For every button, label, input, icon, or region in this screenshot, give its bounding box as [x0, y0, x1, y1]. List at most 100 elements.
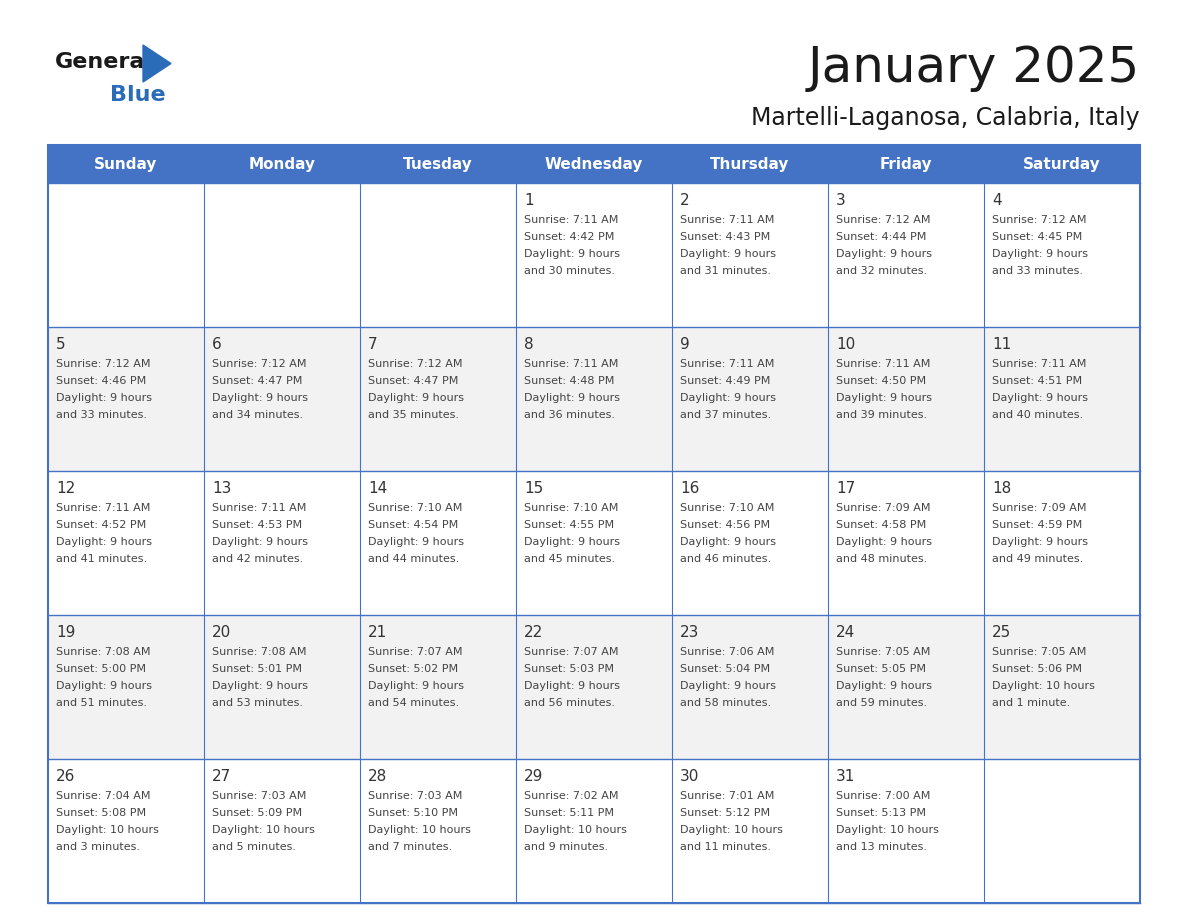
Text: Sunset: 4:53 PM: Sunset: 4:53 PM: [211, 520, 302, 530]
Text: and 51 minutes.: and 51 minutes.: [56, 698, 147, 708]
Text: Sunset: 4:46 PM: Sunset: 4:46 PM: [56, 376, 146, 386]
Bar: [828, 145, 984, 183]
Text: Daylight: 10 hours: Daylight: 10 hours: [211, 825, 315, 835]
Bar: [828, 759, 984, 903]
Bar: [48, 327, 204, 471]
Bar: [672, 471, 828, 615]
Text: Daylight: 9 hours: Daylight: 9 hours: [524, 249, 620, 259]
Text: Sunrise: 7:08 AM: Sunrise: 7:08 AM: [211, 647, 307, 657]
Text: Daylight: 9 hours: Daylight: 9 hours: [368, 681, 465, 691]
Bar: [672, 183, 828, 327]
Text: Sunset: 4:42 PM: Sunset: 4:42 PM: [524, 232, 614, 242]
Bar: [204, 759, 360, 903]
Bar: [360, 471, 516, 615]
Text: Sunset: 5:13 PM: Sunset: 5:13 PM: [836, 808, 925, 818]
Text: 23: 23: [680, 625, 700, 640]
Bar: [672, 759, 828, 903]
Text: and 49 minutes.: and 49 minutes.: [992, 554, 1083, 564]
Bar: [48, 759, 204, 903]
Text: Daylight: 9 hours: Daylight: 9 hours: [836, 393, 933, 403]
Text: Daylight: 9 hours: Daylight: 9 hours: [211, 681, 308, 691]
Text: 11: 11: [992, 337, 1011, 352]
Text: Daylight: 10 hours: Daylight: 10 hours: [368, 825, 470, 835]
Text: 29: 29: [524, 769, 543, 784]
Text: Sunrise: 7:11 AM: Sunrise: 7:11 AM: [56, 503, 151, 513]
Text: 12: 12: [56, 481, 75, 496]
Text: Sunrise: 7:10 AM: Sunrise: 7:10 AM: [368, 503, 462, 513]
Text: 21: 21: [368, 625, 387, 640]
Bar: [360, 327, 516, 471]
Bar: [360, 615, 516, 759]
Text: Daylight: 9 hours: Daylight: 9 hours: [56, 393, 152, 403]
Text: and 33 minutes.: and 33 minutes.: [56, 410, 147, 420]
Text: Sunrise: 7:12 AM: Sunrise: 7:12 AM: [368, 359, 462, 369]
Text: and 45 minutes.: and 45 minutes.: [524, 554, 615, 564]
Text: Sunset: 4:49 PM: Sunset: 4:49 PM: [680, 376, 770, 386]
Text: 7: 7: [368, 337, 378, 352]
Text: 15: 15: [524, 481, 543, 496]
Text: Sunrise: 7:11 AM: Sunrise: 7:11 AM: [992, 359, 1086, 369]
Bar: [984, 327, 1140, 471]
Bar: [48, 615, 204, 759]
Text: 30: 30: [680, 769, 700, 784]
Text: Daylight: 10 hours: Daylight: 10 hours: [836, 825, 939, 835]
Text: and 34 minutes.: and 34 minutes.: [211, 410, 303, 420]
Text: Sunset: 4:52 PM: Sunset: 4:52 PM: [56, 520, 146, 530]
Bar: [48, 471, 204, 615]
Text: Sunrise: 7:07 AM: Sunrise: 7:07 AM: [524, 647, 619, 657]
Bar: [48, 145, 204, 183]
Text: and 40 minutes.: and 40 minutes.: [992, 410, 1083, 420]
Bar: [360, 183, 516, 327]
Text: 17: 17: [836, 481, 855, 496]
Text: 16: 16: [680, 481, 700, 496]
Text: Sunset: 5:11 PM: Sunset: 5:11 PM: [524, 808, 614, 818]
Text: 24: 24: [836, 625, 855, 640]
Text: Daylight: 9 hours: Daylight: 9 hours: [680, 537, 776, 547]
Polygon shape: [143, 45, 171, 82]
Text: and 9 minutes.: and 9 minutes.: [524, 842, 608, 852]
Text: Sunset: 5:05 PM: Sunset: 5:05 PM: [836, 664, 925, 674]
Bar: [984, 183, 1140, 327]
Text: General: General: [55, 52, 153, 72]
Text: Daylight: 9 hours: Daylight: 9 hours: [680, 249, 776, 259]
Text: 14: 14: [368, 481, 387, 496]
Text: Martelli-Laganosa, Calabria, Italy: Martelli-Laganosa, Calabria, Italy: [751, 106, 1140, 130]
Text: Sunset: 4:44 PM: Sunset: 4:44 PM: [836, 232, 927, 242]
Text: Thursday: Thursday: [710, 156, 790, 172]
Text: Daylight: 10 hours: Daylight: 10 hours: [56, 825, 159, 835]
Text: Daylight: 9 hours: Daylight: 9 hours: [992, 537, 1088, 547]
Text: Sunrise: 7:10 AM: Sunrise: 7:10 AM: [524, 503, 619, 513]
Text: January 2025: January 2025: [808, 44, 1140, 92]
Text: and 56 minutes.: and 56 minutes.: [524, 698, 615, 708]
Bar: [360, 145, 516, 183]
Text: Sunrise: 7:11 AM: Sunrise: 7:11 AM: [680, 359, 775, 369]
Text: Daylight: 9 hours: Daylight: 9 hours: [56, 681, 152, 691]
Text: Sunset: 5:02 PM: Sunset: 5:02 PM: [368, 664, 459, 674]
Text: Sunset: 5:09 PM: Sunset: 5:09 PM: [211, 808, 302, 818]
Text: Sunset: 5:00 PM: Sunset: 5:00 PM: [56, 664, 146, 674]
Text: Wednesday: Wednesday: [545, 156, 643, 172]
Text: 10: 10: [836, 337, 855, 352]
Text: Sunday: Sunday: [94, 156, 158, 172]
Text: Daylight: 9 hours: Daylight: 9 hours: [368, 537, 465, 547]
Text: Sunset: 5:12 PM: Sunset: 5:12 PM: [680, 808, 770, 818]
Text: Sunset: 4:56 PM: Sunset: 4:56 PM: [680, 520, 770, 530]
Bar: [48, 145, 1140, 903]
Text: and 1 minute.: and 1 minute.: [992, 698, 1070, 708]
Text: 26: 26: [56, 769, 75, 784]
Text: Daylight: 9 hours: Daylight: 9 hours: [680, 393, 776, 403]
Text: Sunrise: 7:12 AM: Sunrise: 7:12 AM: [992, 215, 1087, 225]
Text: Sunrise: 7:05 AM: Sunrise: 7:05 AM: [836, 647, 930, 657]
Text: and 11 minutes.: and 11 minutes.: [680, 842, 771, 852]
Text: and 37 minutes.: and 37 minutes.: [680, 410, 771, 420]
Text: Sunrise: 7:00 AM: Sunrise: 7:00 AM: [836, 791, 930, 801]
Text: Daylight: 9 hours: Daylight: 9 hours: [836, 681, 933, 691]
Text: Sunrise: 7:03 AM: Sunrise: 7:03 AM: [368, 791, 462, 801]
Text: 8: 8: [524, 337, 533, 352]
Text: Daylight: 9 hours: Daylight: 9 hours: [524, 681, 620, 691]
Text: and 54 minutes.: and 54 minutes.: [368, 698, 459, 708]
Bar: [828, 615, 984, 759]
Text: 31: 31: [836, 769, 855, 784]
Text: and 58 minutes.: and 58 minutes.: [680, 698, 771, 708]
Text: Sunrise: 7:12 AM: Sunrise: 7:12 AM: [211, 359, 307, 369]
